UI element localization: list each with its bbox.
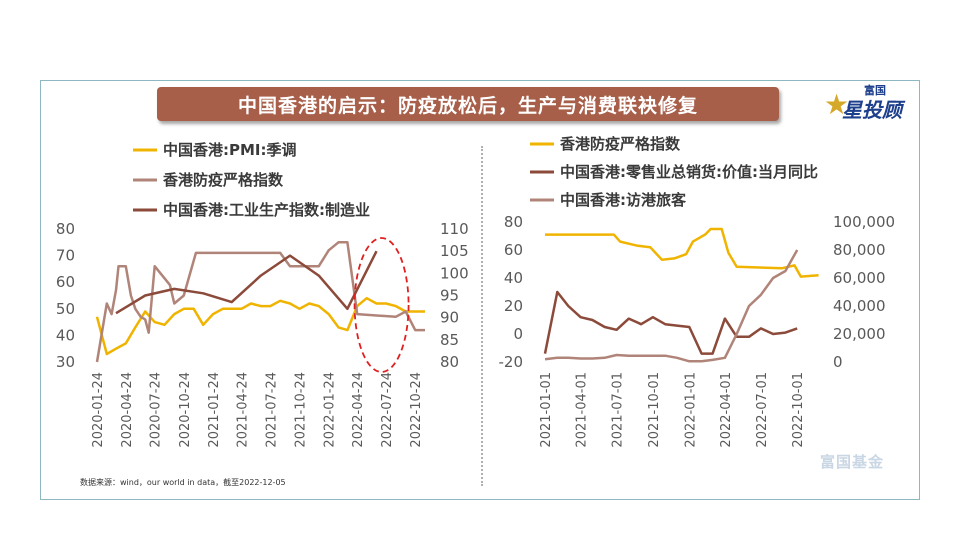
chart2-series-1-line	[545, 227, 819, 278]
chart1-x-tick: 2021-10-24	[294, 372, 309, 448]
chart2-x-tick: 2022-04-01	[719, 372, 734, 448]
chart1-right-tick: 105	[440, 242, 469, 260]
chart1-x-tick: 2021-01-24	[207, 372, 222, 448]
chart2-x-tick: 2022-07-01	[755, 372, 770, 448]
chart1-left-tick: 80	[56, 220, 75, 238]
chart1-x-tick: 2022-07-24	[380, 372, 395, 448]
logo-top-text: 富国	[864, 84, 886, 97]
chart2-left-tick: 40	[504, 269, 523, 287]
chart2-right-tick: 0	[833, 353, 843, 371]
star-icon: ★	[824, 88, 850, 121]
chart2-x-tick: 2021-04-01	[575, 372, 590, 448]
chart2-left-tick: 20	[504, 297, 523, 315]
chart1-series-2-line	[95, 241, 425, 363]
chart1-legend-label: 中国香港:工业生产指数:制造业	[163, 201, 370, 219]
chart2-left-tick: -20	[499, 353, 524, 371]
panel-divider	[481, 146, 483, 486]
chart1-x-tick: 2020-10-24	[178, 372, 193, 448]
highlight-ellipse	[353, 237, 410, 373]
chart1-x-tick: 2022-10-24	[409, 372, 424, 448]
chart2-left-tick: 80	[504, 213, 523, 231]
chart1-x-tick: 2021-04-24	[236, 372, 251, 448]
chart2-series-3-line	[544, 249, 799, 363]
chart1-left-tick: 50	[56, 300, 75, 318]
chart1-left-tick: 30	[56, 353, 75, 371]
chart2-right-tick: 80,000	[833, 241, 886, 259]
chart2-x-tick: 2021-10-01	[647, 372, 662, 448]
chart2-legend-label: 中国香港:访港旅客	[560, 191, 687, 209]
chart1-right-tick: 95	[440, 287, 459, 305]
chart2-right-tick: 100,000	[833, 213, 895, 231]
chart2-x-tick: 2021-01-01	[539, 372, 554, 448]
chart2-right-tick: 60,000	[833, 269, 886, 287]
logo-main-text: 星投顾	[842, 98, 902, 122]
chart1-x-tick: 2021-07-24	[264, 372, 279, 448]
chart1-x-tick: 2020-04-24	[120, 372, 135, 448]
chart2-x-tick: 2022-01-01	[683, 372, 698, 448]
chart2-legend-label: 中国香港:零售业总销货:价值:当月同比	[560, 163, 818, 181]
chart2-x-tick: 2021-07-01	[611, 372, 626, 448]
chart2-right-tick: 20,000	[833, 325, 886, 343]
chart1-legend-label: 香港防疫严格指数	[163, 171, 284, 189]
chart2-x-tick: 2022-10-01	[791, 372, 806, 448]
chart1-x-tick: 2022-01-24	[323, 372, 338, 448]
chart1-series-1-line	[95, 296, 425, 356]
chart1-left-tick: 70	[56, 247, 75, 265]
chart1-x-tick: 2020-07-24	[149, 372, 164, 448]
chart2-legend-label: 香港防疫严格指数	[560, 135, 681, 153]
chart1-right-tick: 110	[440, 220, 469, 238]
chart1-legend-label: 中国香港:PMI:季调	[163, 141, 297, 159]
chart2-left-tick: 0	[513, 325, 523, 343]
page-title: 中国香港的启示：防疫放松后，生产与消费联袂修复	[157, 87, 779, 121]
chart2-right-tick: 40,000	[833, 297, 886, 315]
chart1-x-tick: 2022-04-24	[351, 372, 366, 448]
chart1-right-tick: 100	[440, 264, 469, 282]
chart1-right-tick: 80	[440, 353, 459, 371]
chart1-right-tick: 85	[440, 331, 459, 349]
chart1-x-tick: 2020-01-24	[91, 372, 106, 448]
logo: ★ 富国 星投顾	[822, 80, 902, 124]
chart2-series-2-line	[543, 290, 798, 355]
watermark: 富国基金	[820, 453, 885, 471]
chart1-series-3-line	[115, 250, 378, 315]
chart1-right-tick: 90	[440, 309, 459, 327]
source-note: 数据来源：wind，our world in data，截至2022-12-05	[80, 478, 286, 487]
chart1-left-tick: 60	[56, 273, 75, 291]
chart1-left-tick: 40	[56, 326, 75, 344]
chart2-left-tick: 60	[504, 241, 523, 259]
